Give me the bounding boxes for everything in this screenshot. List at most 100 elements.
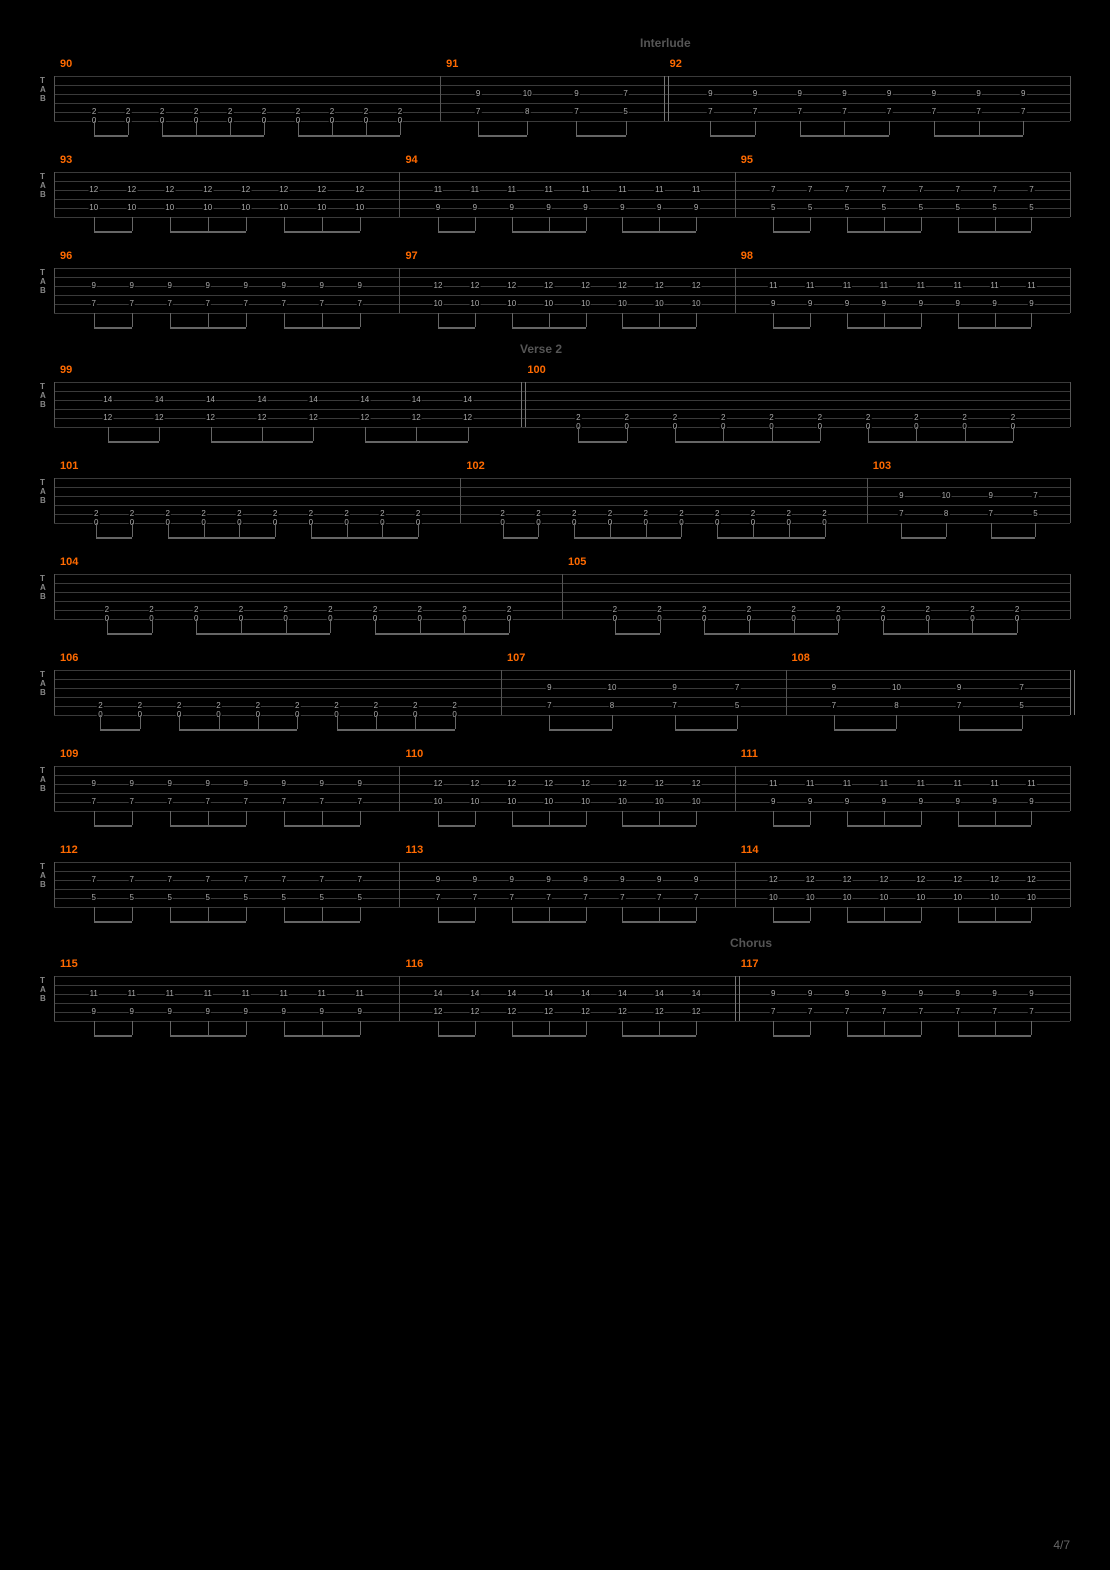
fret-number: 2: [329, 108, 335, 116]
fret-number: 7: [472, 894, 478, 902]
fret-number: 12: [580, 780, 591, 788]
fret-number: 2: [961, 414, 967, 422]
fret-number: 12: [205, 414, 216, 422]
fret-number: 10: [202, 204, 213, 212]
fret-number: 2: [672, 414, 678, 422]
fret-number: 5: [918, 204, 924, 212]
fret-number: 7: [831, 702, 837, 710]
bar-number: 92: [670, 58, 682, 70]
fret-number: 5: [128, 894, 134, 902]
fret-number: 12: [469, 282, 480, 290]
fret-number: 10: [543, 798, 554, 806]
fret-number: 7: [90, 876, 96, 884]
note-grid: 1414141414141414121212121212121222222222…: [54, 382, 1070, 427]
fret-number: 9: [356, 282, 362, 290]
fret-number: 2: [372, 606, 378, 614]
barline: [1070, 976, 1071, 1021]
fret-number: 11: [317, 990, 327, 998]
beam-layer: [54, 313, 1070, 331]
fret-number: 12: [915, 876, 926, 884]
fret-number: 2: [506, 606, 512, 614]
fret-number: 7: [1018, 684, 1024, 692]
fret-number: 11: [279, 990, 289, 998]
system: TAB9394951212121212121212101010101010101…: [40, 150, 1070, 220]
fret-number: 9: [918, 300, 924, 308]
beam-layer: [54, 523, 1070, 541]
fret-number: 2: [236, 510, 242, 518]
fret-number: 7: [509, 894, 515, 902]
fret-number: 2: [612, 606, 618, 614]
fret-number: 7: [435, 894, 441, 902]
fret-number: 7: [956, 702, 962, 710]
fret-number: 7: [582, 894, 588, 902]
fret-number: 7: [988, 510, 994, 518]
fret-number: 2: [865, 414, 871, 422]
fret-number: 2: [575, 414, 581, 422]
fret-number: 9: [318, 282, 324, 290]
bar-number: 98: [741, 250, 753, 262]
fret-number: 7: [475, 108, 481, 116]
fret-number: 12: [1026, 876, 1037, 884]
fret-number: 9: [841, 90, 847, 98]
fret-number: 10: [654, 300, 665, 308]
fret-number: 11: [989, 780, 999, 788]
fret-number: 11: [805, 780, 815, 788]
fret-number: 7: [807, 1008, 813, 1016]
fret-number: 7: [280, 876, 286, 884]
system: TAB1061071082222222222000000000091097787…: [40, 648, 1070, 718]
fret-number: 9: [991, 798, 997, 806]
fret-number: 2: [412, 702, 418, 710]
fret-number: 11: [805, 282, 815, 290]
tab-page: InterludeTAB9091922222222222000000000091…: [0, 0, 1110, 1570]
fret-number: 9: [472, 204, 478, 212]
bar-number: 97: [405, 250, 417, 262]
fret-number: 9: [975, 90, 981, 98]
note-grid: 2222222222000000000022222222220000000000: [54, 574, 1070, 619]
page-number: 4/7: [1053, 1538, 1070, 1552]
note-grid: 1111111111111111999999991414141414141414…: [54, 976, 1070, 1021]
fret-number: 2: [308, 510, 314, 518]
fret-number: 7: [204, 876, 210, 884]
fret-number: 5: [734, 702, 740, 710]
fret-number: 8: [943, 510, 949, 518]
fret-number: 11: [768, 282, 778, 290]
fret-number: 9: [128, 780, 134, 788]
fret-number: 11: [989, 282, 999, 290]
fret-number: 7: [90, 300, 96, 308]
fret-number: 12: [580, 1008, 591, 1016]
fret-number: 9: [90, 1008, 96, 1016]
fret-number: 10: [522, 90, 533, 98]
fret-number: 7: [797, 108, 803, 116]
fret-number: 10: [240, 204, 251, 212]
fret-number: 2: [104, 606, 110, 614]
fret-number: 7: [770, 186, 776, 194]
fret-number: 9: [956, 684, 962, 692]
fret-number: 5: [622, 108, 628, 116]
fret-number: 7: [204, 798, 210, 806]
tab-clef: TAB: [40, 478, 46, 505]
fret-number: 9: [90, 780, 96, 788]
fret-number: 12: [654, 780, 665, 788]
fret-number: 7: [881, 186, 887, 194]
bar-number: 111: [741, 748, 758, 760]
fret-number: 9: [472, 876, 478, 884]
note-grid: 1212121212121212101010101010101011111111…: [54, 172, 1070, 217]
fret-number: 5: [844, 204, 850, 212]
fret-number: 12: [506, 282, 517, 290]
fret-number: 14: [469, 990, 480, 998]
fret-number: 9: [797, 90, 803, 98]
tab-clef: TAB: [40, 574, 46, 601]
fret-number: 7: [881, 1008, 887, 1016]
fret-number: 7: [770, 1008, 776, 1016]
fret-number: 11: [580, 186, 590, 194]
fret-number: 12: [88, 186, 99, 194]
fret-number: 5: [204, 894, 210, 902]
note-grid: 7777777755555555999999997777777712121212…: [54, 862, 1070, 907]
bar-number: 113: [405, 844, 423, 856]
fret-number: 14: [308, 396, 319, 404]
bar-number: 105: [568, 556, 586, 568]
fret-number: 12: [154, 414, 165, 422]
fret-number: 10: [126, 204, 137, 212]
beam-layer: [54, 907, 1070, 925]
fret-number: 12: [768, 876, 779, 884]
